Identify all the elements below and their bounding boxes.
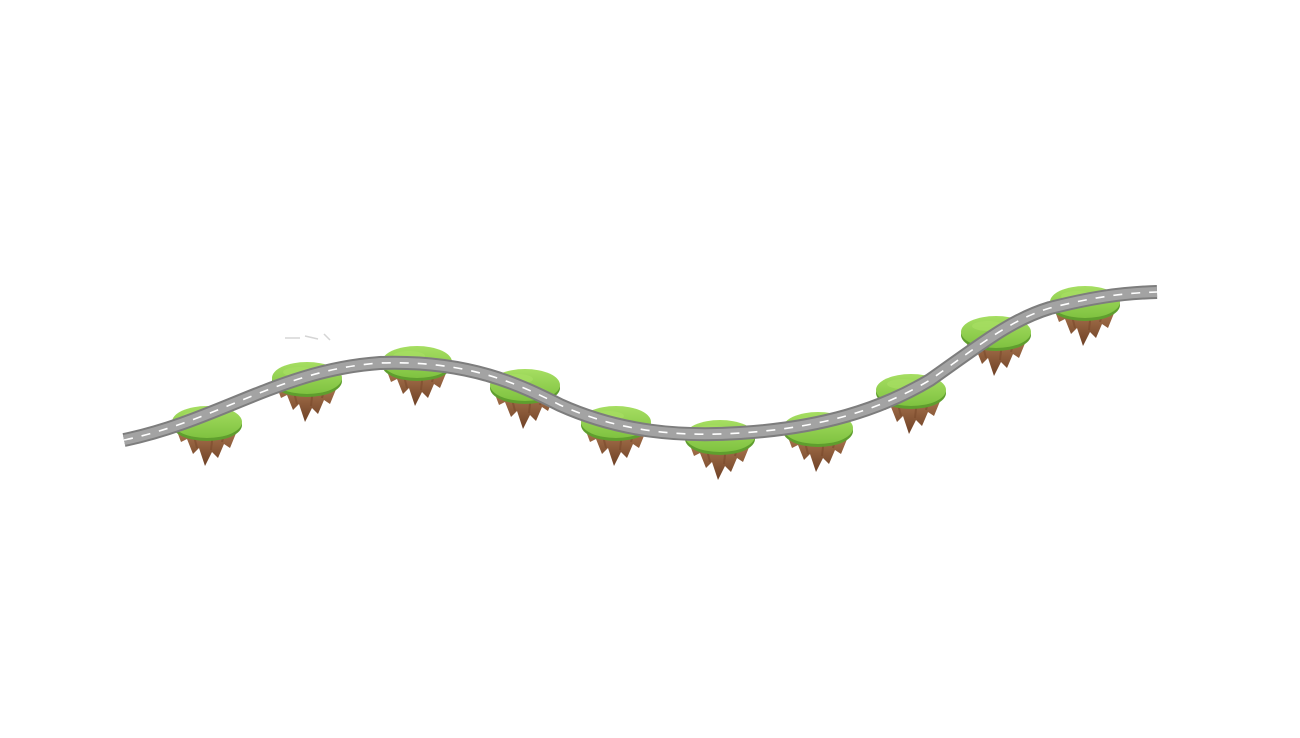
- watermark-mark: [285, 333, 331, 341]
- road-center-dashes: [123, 291, 1158, 441]
- road[interactable]: [122, 285, 1158, 447]
